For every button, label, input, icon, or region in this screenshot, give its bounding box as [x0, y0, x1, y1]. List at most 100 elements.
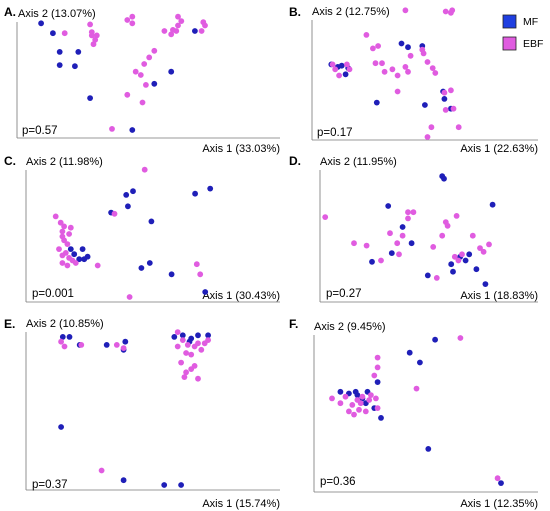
point-ebf	[455, 257, 462, 264]
panel-letter: E.	[4, 317, 15, 331]
point-ebf	[174, 329, 181, 335]
legend-label-mf: MF	[523, 16, 538, 28]
point-ebf	[379, 60, 385, 67]
point-mf	[56, 49, 63, 55]
point-mf	[498, 480, 504, 486]
point-ebf	[346, 66, 353, 73]
point-ebf	[442, 107, 449, 113]
point-ebf	[59, 228, 66, 235]
point-ebf	[98, 467, 105, 474]
point-ebf	[370, 45, 376, 52]
panels: A. Axis 2 (13.07%) Axis 1 (33.03%) p=0.57 B.…	[4, 5, 538, 510]
point-ebf	[139, 99, 146, 106]
point-ebf	[413, 385, 420, 392]
point-ebf	[337, 400, 344, 407]
point-ebf	[374, 364, 381, 371]
point-mf	[462, 257, 469, 264]
point-mf	[388, 250, 395, 256]
point-ebf	[356, 406, 362, 413]
point-ebf	[88, 32, 95, 39]
legend: MF EBF	[502, 14, 543, 51]
point-ebf	[137, 72, 144, 78]
point-ebf	[120, 345, 127, 351]
point-mf	[424, 272, 431, 279]
point-mf	[72, 63, 78, 70]
y-axis-label: Axis 2 (9.45%)	[314, 321, 386, 333]
point-ebf	[129, 13, 136, 20]
point-mf	[399, 224, 406, 230]
point-mf	[398, 40, 405, 47]
point-mf	[369, 258, 375, 265]
panel-1: A. Axis 2 (13.07%) Axis 1 (33.03%) p=0.57	[4, 5, 280, 155]
point-ebf	[72, 260, 79, 266]
point-ebf	[378, 257, 384, 264]
point-ebf	[342, 393, 349, 400]
point-ebf	[477, 245, 483, 252]
point-mf	[168, 68, 175, 75]
point-ebf	[420, 50, 427, 57]
point-ebf	[448, 87, 454, 94]
point-ebf	[66, 231, 72, 237]
point-ebf	[451, 253, 458, 260]
point-mf	[66, 334, 73, 340]
point-ebf	[174, 343, 181, 350]
x-axis-label: Axis 1 (12.35%)	[460, 498, 538, 510]
point-ebf	[161, 28, 168, 34]
point-ebf	[405, 68, 411, 75]
point-ebf	[439, 232, 446, 239]
point-ebf	[175, 22, 181, 29]
point-ebf	[90, 41, 97, 48]
point-ebf	[183, 350, 190, 356]
point-mf	[441, 96, 448, 102]
point-mf	[378, 415, 384, 421]
point-ebf	[373, 395, 379, 402]
point-mf	[71, 251, 78, 258]
point-mf	[103, 342, 110, 348]
point-ebf	[374, 354, 381, 361]
point-ebf	[87, 21, 93, 28]
point-mf	[374, 379, 381, 385]
point-mf	[489, 201, 496, 208]
point-mf	[130, 188, 136, 195]
point-ebf	[113, 342, 120, 348]
point-ebf	[61, 343, 68, 350]
point-mf	[122, 338, 129, 345]
point-ebf	[181, 374, 188, 380]
point-ebf	[372, 60, 379, 67]
y-axis-label: Axis 2 (13.07%)	[18, 8, 96, 20]
point-mf	[129, 127, 136, 133]
point-ebf	[432, 70, 439, 76]
point-ebf	[349, 402, 356, 408]
point-ebf	[329, 395, 335, 402]
point-ebf	[459, 251, 465, 258]
p-value: p=0.001	[32, 288, 74, 300]
panel-letter: A.	[4, 5, 16, 19]
point-ebf	[78, 342, 85, 348]
point-ebf	[332, 66, 339, 73]
point-ebf	[146, 54, 153, 61]
y-axis-label: Axis 2 (11.95%)	[320, 156, 397, 168]
point-ebf	[402, 64, 409, 70]
point-ebf	[175, 13, 181, 20]
point-ebf	[173, 28, 180, 34]
point-ebf	[132, 68, 139, 75]
point-ebf	[344, 61, 350, 68]
point-ebf	[381, 68, 388, 75]
point-ebf	[424, 59, 431, 65]
point-ebf	[394, 88, 401, 95]
point-ebf	[205, 337, 212, 343]
point-mf	[138, 265, 145, 271]
point-ebf	[433, 275, 440, 281]
point-mf	[425, 446, 432, 452]
point-ebf	[357, 400, 364, 407]
point-ebf	[143, 82, 149, 88]
point-ebf	[448, 9, 454, 16]
point-mf	[448, 261, 455, 268]
point-mf	[59, 334, 66, 340]
point-mf	[56, 62, 63, 68]
point-ebf	[67, 224, 74, 231]
y-axis-label: Axis 2 (10.85%)	[26, 318, 104, 330]
point-ebf	[359, 393, 366, 400]
point-ebf	[200, 19, 207, 26]
point-ebf	[195, 375, 201, 382]
